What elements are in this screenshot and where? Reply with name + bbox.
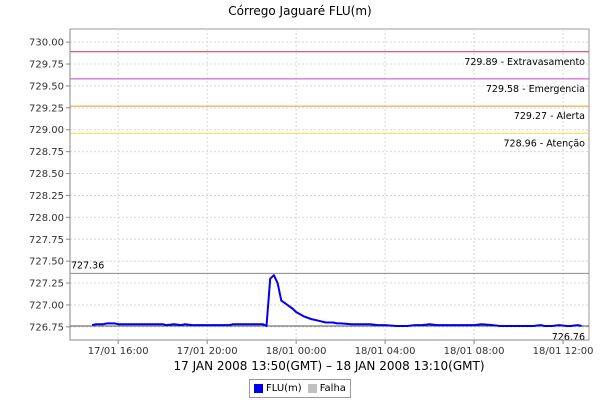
x-tick-label: 18/01 00:00 [266,346,327,357]
y-tick-label: 727.00 [29,300,64,311]
x-tick-label: 17/01 16:00 [88,346,149,357]
legend-label-flu: FLU(m) [266,383,302,394]
y-tick-label: 728.75 [29,147,64,158]
x-tick-label: 17/01 20:00 [177,346,238,357]
series-line-0 [91,274,582,327]
x-axis: 17/01 16:00 17/01 20:00 18/01 00:00 18/01 0… [70,339,594,357]
y-tick-label: 729.50 [29,81,64,92]
y-tick-label: 730.00 [29,38,64,49]
x-tick-label: 18/01 04:00 [355,346,416,357]
x-tick-label: 18/01 08:00 [444,346,505,357]
threshold-label: 728.96 - Atenção [504,138,586,149]
y-axis: 726.75 727.00 727.25 727.50 727.75 728.00 728.… [29,29,71,340]
legend-swatch-flu [254,384,263,393]
y-tick-label: 726.75 [29,322,64,333]
y-tick-label: 727.75 [29,235,64,246]
y-tick-label: 729.25 [29,103,64,114]
y-tick-label: 728.50 [29,169,64,180]
legend-item-flu: FLU(m) [254,383,302,394]
threshold-label: 729.89 - Extravasamento [464,57,585,68]
gridlines [70,29,589,340]
threshold-lines: 729.89 - Extravasamento 729.58 - Emergenc… [70,51,589,149]
y-tick-label: 727.50 [29,257,64,268]
legend-swatch-falha [307,384,317,393]
legend-label-falha: Falha [319,383,346,394]
chart-title: Córrego Jaguaré FLU(m) [228,4,371,18]
x-tick-label: 18/01 12:00 [533,346,594,357]
x-axis-label: 17 JAN 2008 13:50(GMT) – 18 JAN 2008 13:… [173,359,484,373]
y-tick-label: 728.25 [29,191,64,202]
marker-label: 727.36 [71,260,104,271]
legend-item-falha: Falha [307,383,346,394]
legend: FLU(m) Falha [249,379,351,398]
y-tick-label: 729.00 [29,125,64,136]
y-tick-label: 727.25 [29,279,64,290]
y-tick-label: 729.75 [29,60,64,71]
plot-background [69,28,590,341]
y-tick-label: 728.00 [29,213,64,224]
threshold-label: 729.58 - Emergencia [486,84,585,95]
series-lines [91,274,582,327]
marker-label: 726.76 [552,332,585,343]
threshold-label: 729.27 - Alerta [514,111,585,122]
